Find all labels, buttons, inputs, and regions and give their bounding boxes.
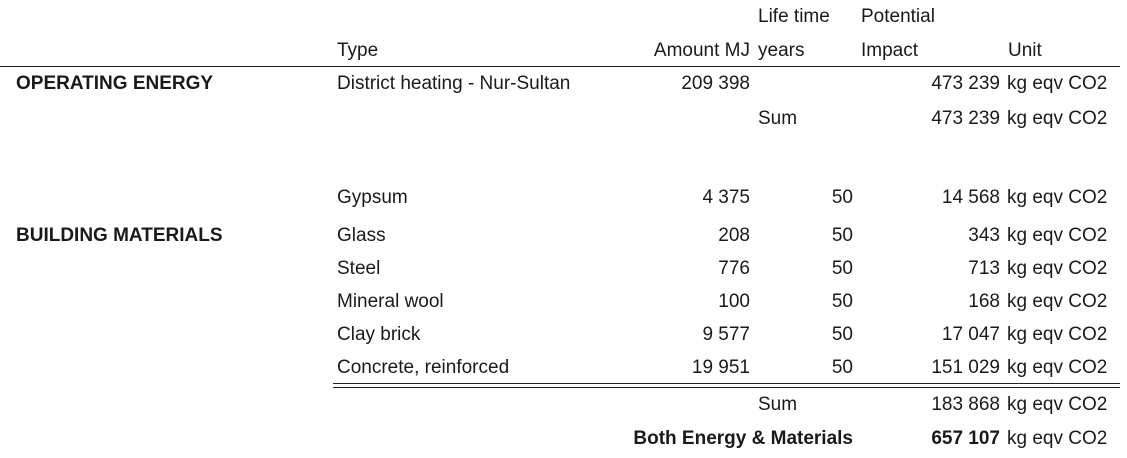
material-row-impact: 343 (968, 225, 1000, 246)
material-row-unit: kg eqv CO2 (1007, 258, 1108, 279)
material-row-unit: kg eqv CO2 (1007, 225, 1108, 246)
material-row-lifetime: 50 (831, 187, 853, 208)
material-row-unit: kg eqv CO2 (1007, 324, 1108, 345)
header-amount: Amount MJ (653, 40, 750, 61)
material-row-amount: 208 (718, 225, 750, 246)
material-row-type: Clay brick (337, 324, 421, 345)
operating-sum-label: Sum (758, 108, 798, 129)
material-row-amount: 776 (718, 258, 750, 279)
material-row-type: Mineral wool (337, 291, 444, 312)
header-lifetime-line2: years (758, 40, 805, 61)
material-row-impact: 168 (968, 291, 1000, 312)
operating-section-label: OPERATING ENERGY (16, 73, 214, 94)
material-row-impact: 14 568 (941, 187, 1000, 208)
material-row-lifetime: 50 (831, 225, 853, 246)
total-label: Both Energy & Materials (633, 428, 853, 449)
material-row-impact: 713 (968, 258, 1000, 279)
material-row-type: Concrete, reinforced (337, 357, 510, 378)
material-row-lifetime: 50 (831, 291, 853, 312)
double-rule-bottom (333, 387, 1120, 388)
materials-sum-label: Sum (758, 394, 798, 415)
operating-sum-impact: 473 239 (931, 108, 1000, 129)
operating-sum-unit: kg eqv CO2 (1007, 108, 1108, 129)
material-row-amount: 9 577 (702, 324, 750, 345)
material-row-type: Steel (337, 258, 381, 279)
double-rule-top (333, 383, 1120, 384)
materials-section-label: BUILDING MATERIALS (16, 225, 223, 246)
header-lifetime-line1: Life time (758, 6, 830, 27)
header-type: Type (337, 40, 379, 61)
header-unit: Unit (1008, 40, 1042, 61)
material-row-amount: 4 375 (702, 187, 750, 208)
material-row-unit: kg eqv CO2 (1007, 291, 1108, 312)
operating-row-impact: 473 239 (931, 73, 1000, 94)
header-impact-line1: Potential (861, 6, 935, 27)
material-row-unit: kg eqv CO2 (1007, 357, 1108, 378)
header-rule (0, 66, 1120, 67)
material-row-amount: 19 951 (691, 357, 750, 378)
material-row-type: Gypsum (337, 187, 408, 208)
operating-row-amount: 209 398 (681, 73, 750, 94)
material-row-unit: kg eqv CO2 (1007, 187, 1108, 208)
materials-sum-impact: 183 868 (931, 394, 1000, 415)
material-row-lifetime: 50 (831, 324, 853, 345)
material-row-impact: 17 047 (941, 324, 1000, 345)
material-row-type: Glass (337, 225, 386, 246)
materials-sum-unit: kg eqv CO2 (1007, 394, 1108, 415)
total-impact: 657 107 (931, 428, 1000, 449)
material-row-amount: 100 (718, 291, 750, 312)
total-unit: kg eqv CO2 (1007, 428, 1108, 449)
material-row-lifetime: 50 (831, 258, 853, 279)
header-impact-line2: Impact (861, 40, 919, 61)
operating-row-type: District heating - Nur-Sultan (337, 73, 571, 94)
operating-row-unit: kg eqv CO2 (1007, 73, 1108, 94)
material-row-lifetime: 50 (831, 357, 853, 378)
material-row-impact: 151 029 (931, 357, 1000, 378)
